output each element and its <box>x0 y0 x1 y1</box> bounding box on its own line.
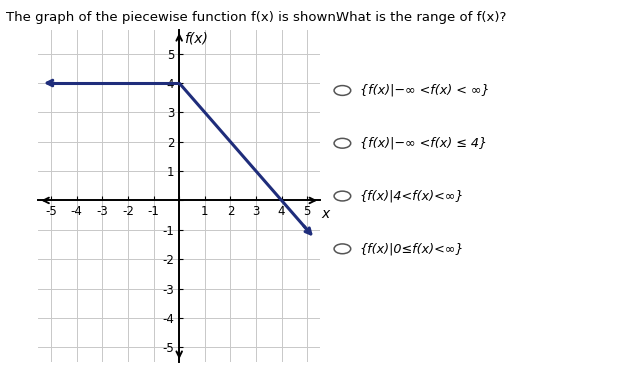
Text: f(x): f(x) <box>184 32 208 46</box>
Text: {f(x)|−∞ <f(x) < ∞}: {f(x)|−∞ <f(x) < ∞} <box>360 84 490 97</box>
Text: The graph of the piecewise function f(x) is shown.: The graph of the piecewise function f(x)… <box>6 11 340 24</box>
Text: What is the range of f(x)?: What is the range of f(x)? <box>336 11 506 24</box>
Text: {f(x)|0≤f(x)<∞}: {f(x)|0≤f(x)<∞} <box>360 242 464 255</box>
Text: {f(x)|4<f(x)<∞}: {f(x)|4<f(x)<∞} <box>360 190 464 202</box>
Text: {f(x)|−∞ <f(x) ≤ 4}: {f(x)|−∞ <f(x) ≤ 4} <box>360 137 487 150</box>
Text: x: x <box>321 207 330 221</box>
